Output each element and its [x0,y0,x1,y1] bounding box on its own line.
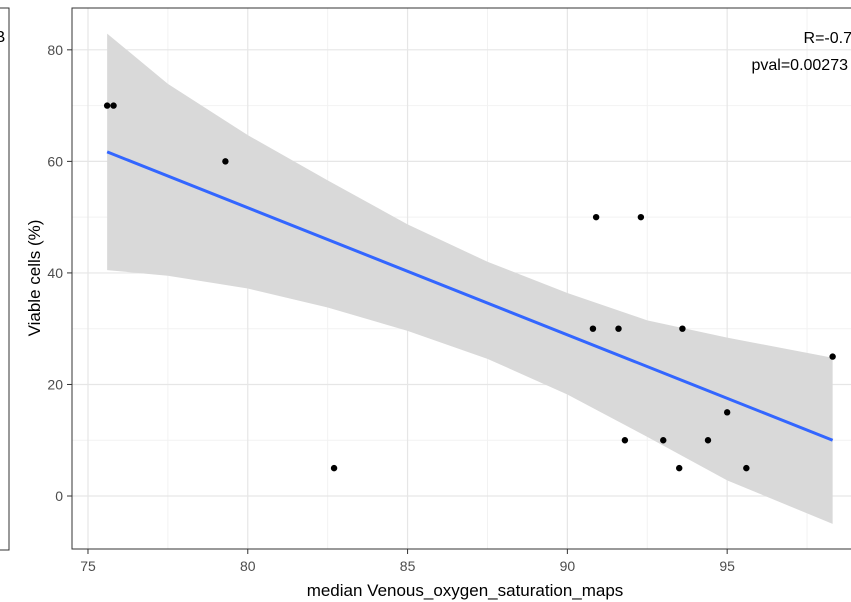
x-tick-label: 75 [80,558,96,574]
data-point [222,158,229,165]
x-axis-ticks: 75 80 85 90 95 [80,549,735,574]
data-points [103,102,836,472]
data-point [660,437,667,444]
data-point [110,102,117,109]
data-point [743,464,750,472]
data-point [330,464,338,472]
y-axis-ticks: 0 20 40 60 80 [47,42,72,504]
regression-line [106,150,834,442]
data-point [592,213,600,221]
data-point [679,325,686,332]
data-point [103,102,111,109]
x-tick-label: 95 [719,558,735,574]
y-tick-label: 80 [47,42,63,58]
x-axis-title: median Venous_oxygen_saturation_maps [307,581,624,600]
r-annotation: R=-0.7 [804,30,851,47]
data-point [723,409,731,416]
confidence-band [107,33,833,524]
x-tick-label: 80 [240,558,256,574]
y-tick-label: 40 [47,265,63,281]
pval-annotation: pval=0.00273 [751,57,848,74]
neighbor-panel-letter: B [0,29,5,46]
x-tick-label: 85 [400,558,416,574]
data-point [589,325,597,332]
data-point [676,464,683,472]
y-tick-label: 60 [47,153,63,169]
data-point [829,353,836,360]
neighbor-panel-frame [0,7,10,551]
plot-border [71,7,851,550]
y-axis-title: Viable cells (%) [25,220,44,337]
x-tick-label: 90 [560,558,576,574]
y-tick-label: 20 [47,376,63,392]
data-point [615,325,622,332]
data-point [621,437,629,444]
data-point [704,437,712,444]
data-point [637,213,645,221]
y-tick-label: 0 [55,488,63,504]
